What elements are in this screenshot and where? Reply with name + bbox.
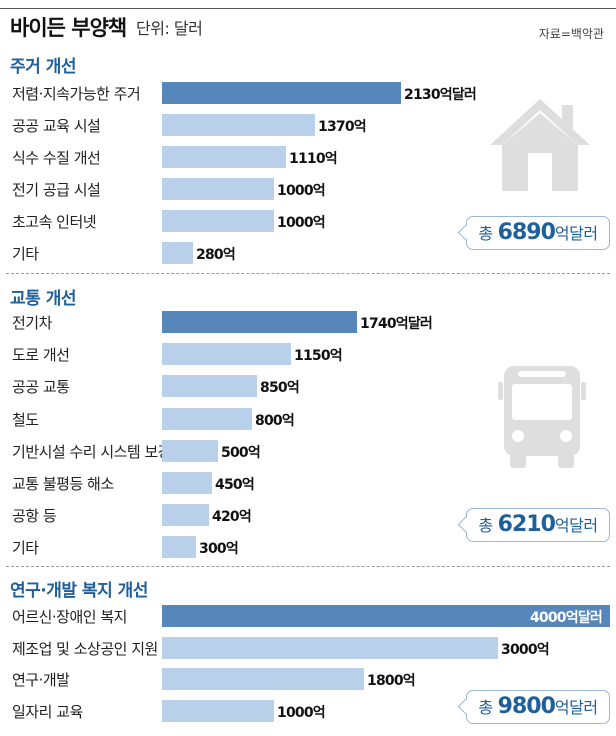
bar-label: 일자리 교육 (12, 703, 83, 722)
bar-label: 공공 교통 (12, 378, 70, 397)
value-label: 280억 (196, 247, 236, 263)
bar-label: 공항 등 (12, 507, 57, 526)
total-callout-housing: 총 6890 억달러 (457, 216, 610, 250)
bar (162, 210, 274, 232)
value-label: 300억 (199, 541, 239, 558)
value-label: 850억 (260, 380, 300, 397)
value-label: 450억 (215, 477, 255, 493)
total-callout-transport: 총 6210 억달러 (457, 508, 610, 542)
bar (162, 146, 286, 168)
bar (162, 504, 209, 527)
bar (162, 407, 252, 430)
total-text: 총 9800 억달러 (467, 691, 609, 723)
total-prefix: 총 (478, 698, 493, 717)
bar-label: 도로 개선 (12, 346, 70, 365)
bar (162, 375, 257, 398)
total-value: 6890 (497, 220, 556, 245)
bar-label: 식수 수질 개선 (12, 149, 101, 167)
value-label: 1000억 (277, 183, 326, 199)
value-label: 1000억 (277, 705, 326, 722)
total-prefix: 총 (478, 516, 493, 535)
bar (162, 343, 291, 366)
bar (162, 700, 274, 723)
bar-label: 기타 (12, 245, 39, 263)
value-label: 2130억달러 (404, 87, 477, 103)
value-label: 1110억 (289, 151, 338, 167)
bar-label: 기반시설 수리 시스템 보강 (12, 442, 172, 461)
bar (162, 636, 498, 659)
value-label: 500억 (221, 444, 261, 461)
value-label: 1800억 (367, 673, 416, 690)
total-text: 총 6890 억달러 (467, 217, 609, 249)
total-callout-welfare: 총 9800 억달러 (457, 690, 610, 724)
value-label: 1740억달러 (360, 316, 433, 332)
bar (162, 82, 401, 104)
total-value: 6210 (497, 512, 556, 537)
section-divider (6, 566, 610, 567)
section-title-housing: 주거 개선 (10, 57, 76, 77)
house-icon (486, 95, 594, 197)
bar-label: 기타 (12, 539, 39, 558)
bar (162, 178, 274, 200)
total-suffix: 억달러 (554, 224, 598, 243)
value-label: 4000억달러 (529, 610, 603, 626)
bar (162, 668, 364, 691)
bar-label: 공공 교육 시설 (12, 117, 101, 135)
bar (162, 472, 212, 494)
bar-label: 어르신·장애인 복지 (12, 608, 127, 626)
bar-label: 연구·개발 (12, 671, 70, 690)
section-title-transport: 교통 개선 (10, 289, 76, 309)
value-label: 420억 (212, 509, 252, 526)
total-prefix: 총 (478, 224, 493, 243)
total-value: 9800 (497, 694, 556, 719)
bar-label: 제조업 및 소상공인 지원 (12, 639, 158, 658)
chart-title: 바이든 부양책 (10, 16, 127, 40)
value-label: 1370억 (318, 119, 367, 135)
section-divider (6, 273, 610, 274)
total-suffix: 억달러 (554, 698, 598, 717)
bus-icon (498, 362, 586, 474)
bar (162, 605, 610, 627)
top-rule (0, 8, 616, 9)
value-label: 800억 (255, 412, 295, 429)
bar-label: 전기차 (12, 314, 52, 332)
bar (162, 439, 218, 462)
value-label: 3000억 (501, 641, 550, 658)
bar (162, 114, 315, 136)
value-label: 1150억 (294, 348, 343, 365)
total-suffix: 억달러 (554, 516, 598, 535)
bar (162, 242, 193, 264)
value-label: 1000억 (277, 215, 326, 231)
bar-label: 초고속 인터넷 (12, 213, 97, 231)
unit-label: 단위: 달러 (136, 19, 203, 38)
bar-label: 전기 공급 시설 (12, 181, 101, 199)
bar (162, 311, 357, 333)
bar-label: 저렴·지속가능한 주거 (12, 85, 141, 103)
bar (162, 536, 196, 559)
source-label: 자료=백악관 (538, 27, 604, 41)
bar-label: 교통 불평등 해소 (12, 475, 114, 493)
total-text: 총 6210 억달러 (467, 509, 609, 541)
section-title-welfare: 연구·개발 복지 개선 (10, 581, 148, 601)
bar-label: 철도 (12, 410, 39, 429)
